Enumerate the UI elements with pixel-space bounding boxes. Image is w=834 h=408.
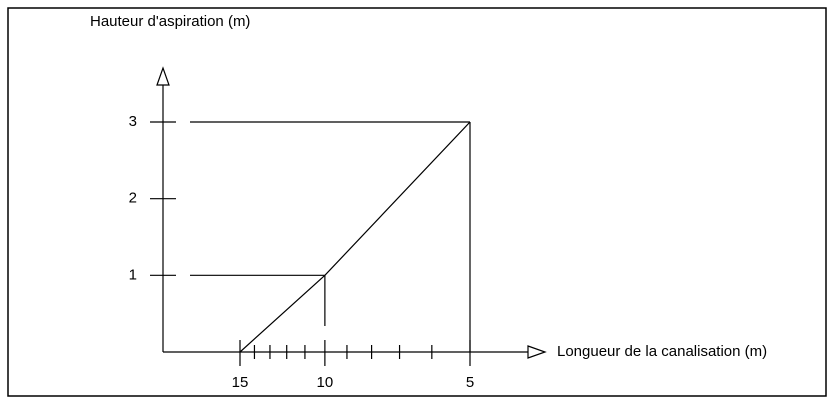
frame [7,7,827,397]
x-axis-arrow [527,345,547,359]
y-tick-label: 1 [129,266,137,283]
y-axis-label: Hauteur d'aspiration (m) [90,13,250,30]
x-tick-label: 10 [317,374,334,391]
y-axis-arrow [156,66,170,86]
x-tick-label: 5 [466,374,474,391]
y-tick-label: 2 [129,190,137,207]
x-tick-label: 15 [232,374,249,391]
data-line [239,121,471,353]
x-axis-label: Longueur de la canalisation (m) [557,343,767,360]
y-tick-label: 3 [129,113,137,130]
